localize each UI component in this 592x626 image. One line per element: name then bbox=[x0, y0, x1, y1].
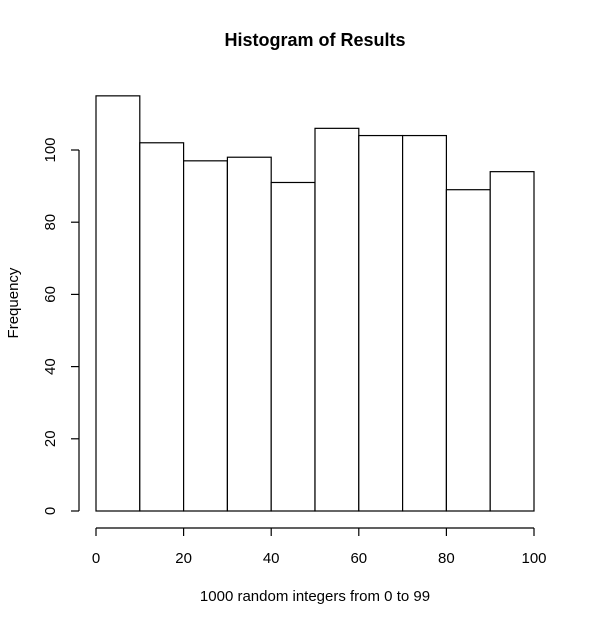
bar-10-20 bbox=[139, 142, 185, 512]
y-axis: 0 20 40 60 80 100 bbox=[42, 137, 80, 515]
x-axis-label: 1000 random integers from 0 to 99 bbox=[200, 588, 430, 605]
y-tick-label-20: 20 bbox=[42, 430, 59, 447]
x-tick-label-100: 100 bbox=[521, 550, 546, 567]
bar-60-70 bbox=[358, 134, 404, 512]
bar-20-30 bbox=[183, 160, 229, 512]
bar-50-60 bbox=[314, 127, 360, 512]
bar-0-10 bbox=[95, 95, 141, 512]
x-tick-label-20: 20 bbox=[175, 550, 192, 567]
y-tick-label-100: 100 bbox=[42, 137, 59, 162]
y-tick-label-40: 40 bbox=[42, 358, 59, 375]
x-tick-label-0: 0 bbox=[92, 550, 100, 567]
x-tick-label-60: 60 bbox=[350, 550, 367, 567]
x-tick-label-40: 40 bbox=[263, 550, 280, 567]
bar-70-80 bbox=[402, 134, 448, 512]
bar-80-90 bbox=[445, 189, 491, 512]
bar-90-100 bbox=[489, 171, 535, 512]
y-axis-label: Frequency bbox=[5, 267, 22, 338]
x-axis: 0 20 40 60 80 100 bbox=[92, 527, 547, 567]
bar-30-40 bbox=[226, 156, 272, 512]
x-tick-label-80: 80 bbox=[438, 550, 455, 567]
y-tick-label-80: 80 bbox=[42, 214, 59, 231]
chart-title: Histogram of Results bbox=[224, 30, 405, 50]
bars-group bbox=[95, 95, 535, 512]
bar-40-50 bbox=[270, 181, 316, 512]
y-tick-label-0: 0 bbox=[42, 507, 59, 515]
y-tick-label-60: 60 bbox=[42, 286, 59, 303]
